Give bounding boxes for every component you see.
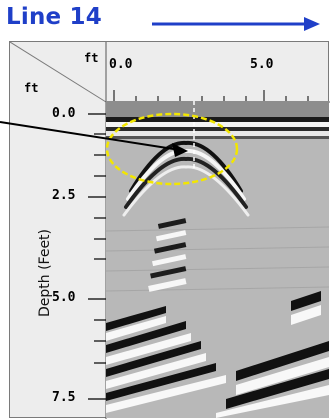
radargram-image [106, 101, 329, 418]
line-title: Line 14 [6, 4, 102, 30]
y-tick-7-5: 7.5 [52, 390, 76, 405]
target-highlight-ellipse [106, 112, 239, 186]
right-arrow-icon [152, 17, 320, 31]
y-tick-5: 5.0 [52, 290, 76, 305]
y-tick-2-5: 2.5 [52, 188, 76, 203]
y-unit-label: ft [24, 81, 39, 95]
x-unit-label: ft [84, 51, 99, 65]
x-tick-5: 5.0 [250, 57, 274, 72]
x-tick-0: 0.0 [109, 57, 133, 72]
y-tick-0: 0.0 [52, 106, 76, 121]
